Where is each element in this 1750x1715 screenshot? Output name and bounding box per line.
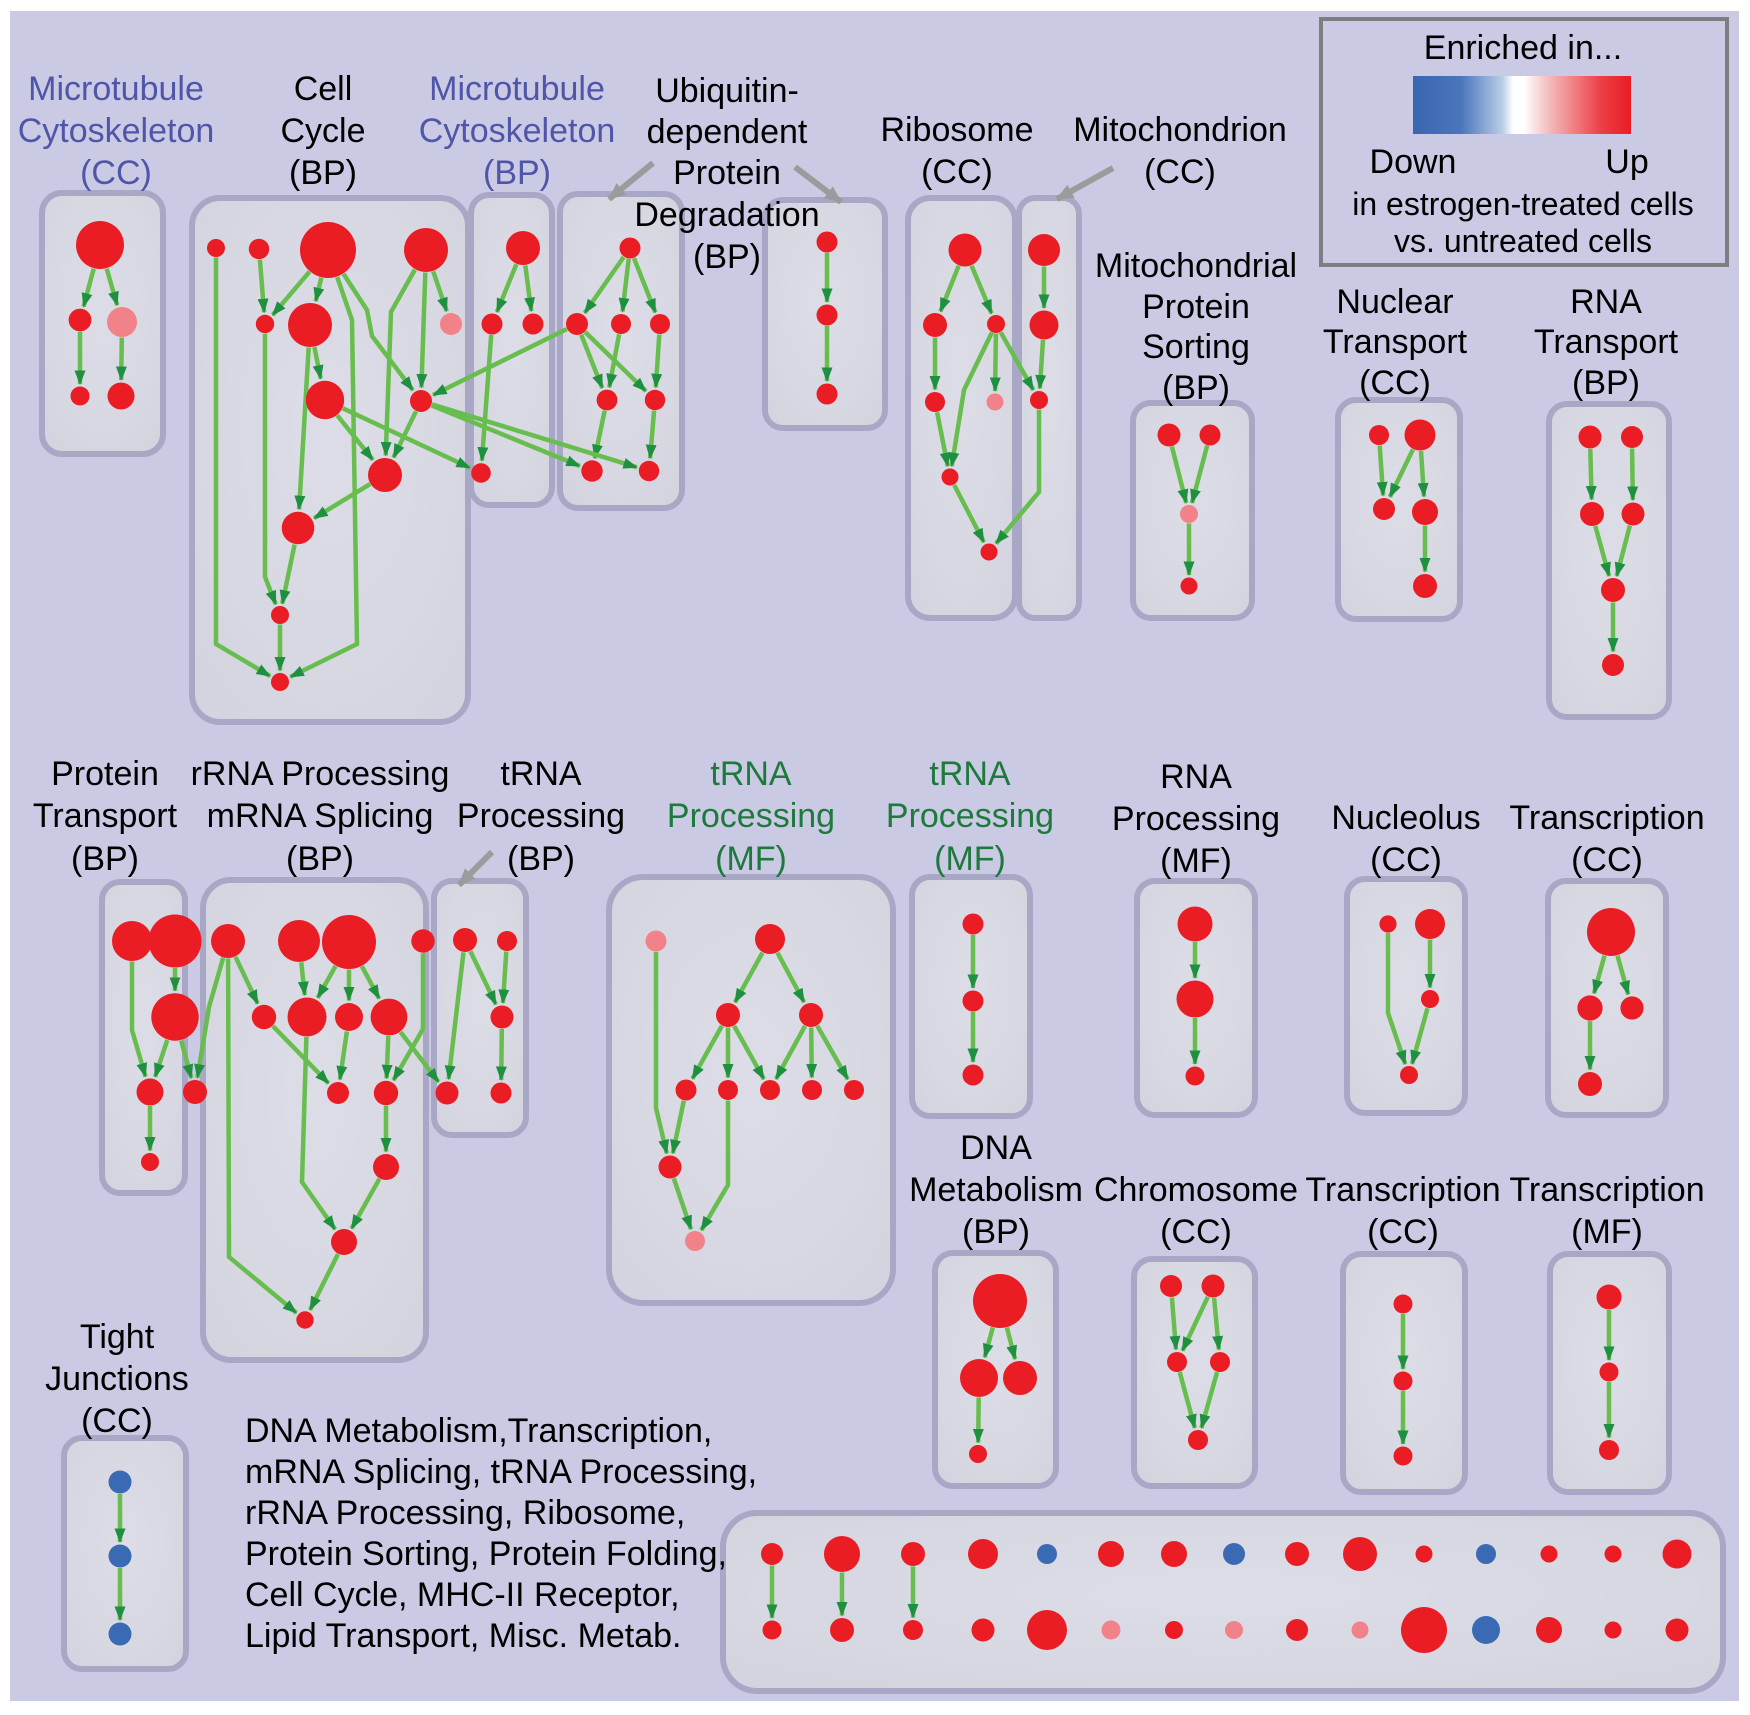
svg-text:(BP): (BP): [483, 154, 551, 192]
svg-text:(BP): (BP): [1572, 364, 1640, 402]
svg-text:rRNA Processing: rRNA Processing: [191, 755, 450, 793]
svg-text:Protein Sorting, Protein Foldi: Protein Sorting, Protein Folding,: [245, 1535, 727, 1573]
svg-text:Tight: Tight: [80, 1318, 155, 1356]
svg-text:tRNA: tRNA: [710, 755, 792, 793]
svg-text:(CC): (CC): [1144, 153, 1216, 191]
svg-text:mRNA Splicing: mRNA Splicing: [207, 797, 434, 835]
svg-text:Transport: Transport: [1323, 323, 1468, 361]
svg-text:Ubiquitin-: Ubiquitin-: [655, 72, 799, 110]
svg-text:Processing: Processing: [457, 797, 625, 835]
svg-text:Protein: Protein: [673, 154, 781, 192]
svg-text:Junctions: Junctions: [45, 1360, 189, 1398]
svg-text:Chromosome: Chromosome: [1094, 1171, 1298, 1209]
svg-text:Mitochondrial: Mitochondrial: [1095, 247, 1297, 285]
svg-text:(BP): (BP): [1162, 369, 1230, 407]
svg-text:Protein: Protein: [1142, 288, 1250, 326]
svg-text:Metabolism: Metabolism: [909, 1171, 1083, 1209]
svg-text:(CC): (CC): [1359, 364, 1431, 402]
svg-text:(CC): (CC): [81, 1402, 153, 1440]
svg-text:Ribosome: Ribosome: [880, 111, 1033, 149]
svg-text:Cytoskeleton: Cytoskeleton: [419, 112, 616, 150]
svg-text:Processing: Processing: [886, 797, 1054, 835]
svg-text:Nucleolus: Nucleolus: [1331, 799, 1480, 837]
svg-text:RNA: RNA: [1570, 283, 1642, 321]
svg-text:vs. untreated cells: vs. untreated cells: [1394, 223, 1652, 259]
svg-text:Microtubule: Microtubule: [28, 70, 204, 108]
svg-text:Transport: Transport: [33, 797, 178, 835]
svg-text:(MF): (MF): [934, 840, 1006, 878]
svg-text:dependent: dependent: [647, 113, 808, 151]
svg-text:tRNA: tRNA: [500, 755, 582, 793]
svg-text:(CC): (CC): [80, 154, 152, 192]
svg-text:DNA: DNA: [960, 1129, 1032, 1167]
svg-text:Cytoskeleton: Cytoskeleton: [18, 112, 215, 150]
svg-text:Transcription: Transcription: [1305, 1171, 1500, 1209]
svg-text:(BP): (BP): [286, 840, 354, 878]
svg-text:mRNA Splicing, tRNA Processing: mRNA Splicing, tRNA Processing,: [245, 1453, 757, 1491]
svg-text:(CC): (CC): [1367, 1213, 1439, 1251]
svg-text:(BP): (BP): [693, 238, 761, 276]
svg-text:Protein: Protein: [51, 755, 159, 793]
svg-text:(BP): (BP): [71, 840, 139, 878]
svg-text:(BP): (BP): [289, 154, 357, 192]
svg-text:Transport: Transport: [1534, 323, 1679, 361]
svg-text:RNA: RNA: [1160, 758, 1232, 796]
svg-text:(CC): (CC): [1571, 841, 1643, 879]
svg-text:rRNA Processing, Ribosome,: rRNA Processing, Ribosome,: [245, 1494, 685, 1532]
svg-text:(BP): (BP): [507, 840, 575, 878]
svg-text:Nuclear: Nuclear: [1336, 283, 1453, 321]
svg-text:Up: Up: [1605, 143, 1648, 181]
svg-text:(MF): (MF): [715, 840, 787, 878]
svg-text:Cycle: Cycle: [280, 112, 365, 150]
svg-text:Lipid Transport, Misc. Metab.: Lipid Transport, Misc. Metab.: [245, 1617, 682, 1655]
svg-text:DNA Metabolism,Transcription,: DNA Metabolism,Transcription,: [245, 1412, 712, 1450]
svg-text:(CC): (CC): [1160, 1213, 1232, 1251]
svg-text:(MF): (MF): [1160, 842, 1232, 880]
svg-text:Processing: Processing: [1112, 800, 1280, 838]
svg-text:tRNA: tRNA: [929, 755, 1011, 793]
svg-text:Transcription: Transcription: [1509, 1171, 1704, 1209]
svg-text:Cell Cycle, MHC-II Receptor,: Cell Cycle, MHC-II Receptor,: [245, 1576, 680, 1614]
svg-text:(CC): (CC): [1370, 841, 1442, 879]
svg-text:(CC): (CC): [921, 153, 993, 191]
svg-text:Cell: Cell: [294, 70, 353, 108]
svg-text:Sorting: Sorting: [1142, 328, 1250, 366]
svg-text:(BP): (BP): [962, 1213, 1030, 1251]
svg-text:Microtubule: Microtubule: [429, 70, 605, 108]
svg-text:(MF): (MF): [1571, 1213, 1643, 1251]
svg-text:Degradation: Degradation: [634, 196, 819, 234]
svg-text:Mitochondrion: Mitochondrion: [1073, 111, 1287, 149]
svg-text:in estrogen-treated cells: in estrogen-treated cells: [1352, 186, 1694, 222]
svg-text:Down: Down: [1370, 143, 1457, 181]
svg-text:Enriched in...: Enriched in...: [1424, 29, 1622, 67]
svg-text:Processing: Processing: [667, 797, 835, 835]
svg-text:Transcription: Transcription: [1509, 799, 1704, 837]
